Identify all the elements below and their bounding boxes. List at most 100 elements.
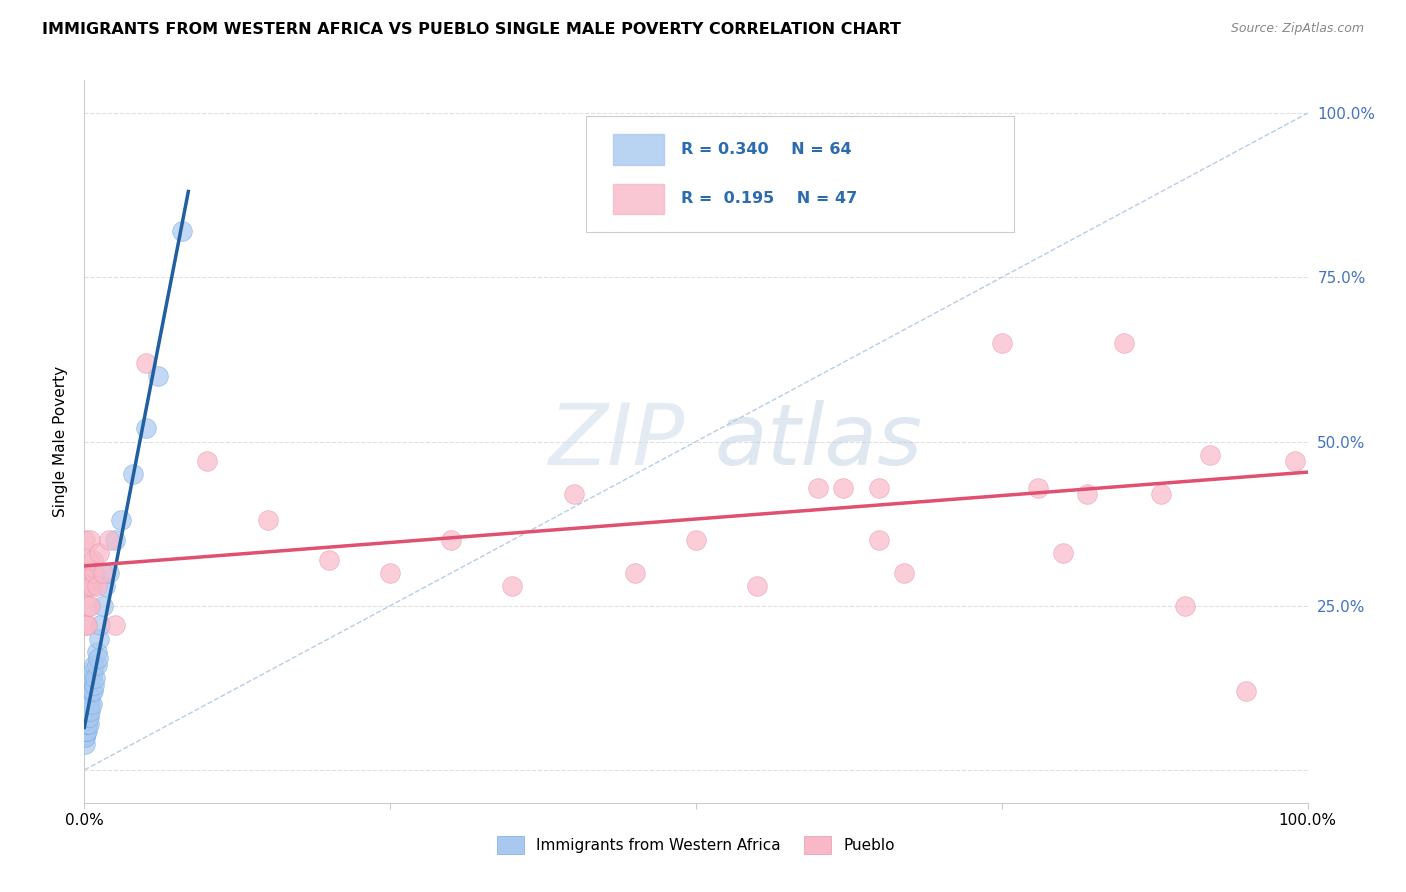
Point bbox=[75, 710, 97, 724]
Point bbox=[91, 599, 114, 613]
Point bbox=[110, 513, 132, 527]
Point bbox=[73, 533, 96, 547]
Point bbox=[104, 533, 127, 547]
Point bbox=[77, 553, 100, 567]
Point bbox=[135, 356, 157, 370]
Point bbox=[1198, 448, 1220, 462]
Point bbox=[80, 671, 103, 685]
Point bbox=[75, 723, 97, 738]
Point bbox=[1114, 336, 1136, 351]
Point bbox=[79, 599, 101, 613]
Point bbox=[76, 717, 98, 731]
Point bbox=[685, 533, 707, 547]
Point bbox=[75, 698, 97, 712]
Point bbox=[83, 657, 105, 672]
Point bbox=[80, 684, 103, 698]
Point bbox=[75, 717, 97, 731]
Point bbox=[76, 618, 98, 632]
Point bbox=[869, 533, 891, 547]
Point bbox=[87, 651, 110, 665]
Point bbox=[75, 618, 97, 632]
Point bbox=[79, 704, 101, 718]
Point bbox=[380, 566, 402, 580]
Text: IMMIGRANTS FROM WESTERN AFRICA VS PUEBLO SINGLE MALE POVERTY CORRELATION CHART: IMMIGRANTS FROM WESTERN AFRICA VS PUEBLO… bbox=[42, 22, 901, 37]
Point bbox=[86, 645, 108, 659]
Point bbox=[75, 723, 97, 738]
Point bbox=[77, 710, 100, 724]
Point bbox=[1150, 487, 1173, 501]
Point bbox=[77, 579, 100, 593]
Point bbox=[562, 487, 585, 501]
Point bbox=[318, 553, 340, 567]
Point bbox=[1236, 684, 1258, 698]
Point bbox=[77, 698, 100, 712]
Bar bbox=[613, 135, 664, 165]
Point bbox=[79, 677, 101, 691]
Point bbox=[104, 618, 127, 632]
Legend: Immigrants from Western Africa, Pueblo: Immigrants from Western Africa, Pueblo bbox=[491, 830, 901, 860]
Point bbox=[135, 421, 157, 435]
Point bbox=[80, 579, 103, 593]
Text: atlas: atlas bbox=[714, 400, 922, 483]
Point bbox=[195, 454, 218, 468]
Point bbox=[122, 467, 145, 482]
Point bbox=[75, 717, 97, 731]
Point bbox=[94, 579, 117, 593]
Point bbox=[75, 566, 97, 580]
Bar bbox=[613, 184, 664, 214]
Point bbox=[77, 717, 100, 731]
Point bbox=[1052, 546, 1074, 560]
Point bbox=[75, 579, 97, 593]
Point bbox=[76, 717, 98, 731]
Point bbox=[991, 336, 1014, 351]
Point bbox=[77, 704, 100, 718]
Point bbox=[77, 710, 100, 724]
Point bbox=[76, 704, 98, 718]
Point bbox=[91, 566, 114, 580]
Point bbox=[73, 730, 96, 744]
Point bbox=[869, 481, 891, 495]
Point bbox=[172, 224, 194, 238]
Point bbox=[831, 481, 853, 495]
Point bbox=[79, 690, 101, 705]
Point bbox=[76, 698, 98, 712]
Point bbox=[82, 665, 104, 679]
Text: R = 0.340    N = 64: R = 0.340 N = 64 bbox=[682, 142, 852, 157]
Text: ZIP: ZIP bbox=[550, 400, 686, 483]
Point bbox=[79, 698, 101, 712]
Point bbox=[77, 710, 100, 724]
Point bbox=[75, 723, 97, 738]
Text: R =  0.195    N = 47: R = 0.195 N = 47 bbox=[682, 191, 858, 206]
Point bbox=[76, 704, 98, 718]
Point bbox=[1028, 481, 1050, 495]
Point bbox=[87, 546, 110, 560]
Point bbox=[76, 710, 98, 724]
Point bbox=[1284, 454, 1306, 468]
Point bbox=[257, 513, 280, 527]
Point bbox=[77, 684, 100, 698]
Point bbox=[929, 204, 952, 219]
Point bbox=[80, 698, 103, 712]
Point bbox=[1174, 599, 1197, 613]
Text: Source: ZipAtlas.com: Source: ZipAtlas.com bbox=[1230, 22, 1364, 36]
Point bbox=[97, 566, 120, 580]
Point bbox=[76, 710, 98, 724]
FancyBboxPatch shape bbox=[586, 116, 1014, 232]
Point bbox=[77, 566, 100, 580]
Point bbox=[75, 730, 97, 744]
Point bbox=[893, 566, 915, 580]
Point bbox=[86, 657, 108, 672]
Point bbox=[75, 710, 97, 724]
Point bbox=[75, 710, 97, 724]
Point bbox=[77, 698, 100, 712]
Point bbox=[75, 737, 97, 751]
Point bbox=[440, 533, 463, 547]
Point bbox=[75, 723, 97, 738]
Point bbox=[76, 717, 98, 731]
Point bbox=[624, 566, 647, 580]
Point bbox=[75, 717, 97, 731]
Point bbox=[86, 579, 108, 593]
Point bbox=[77, 704, 100, 718]
Point bbox=[79, 533, 101, 547]
Point bbox=[75, 710, 97, 724]
